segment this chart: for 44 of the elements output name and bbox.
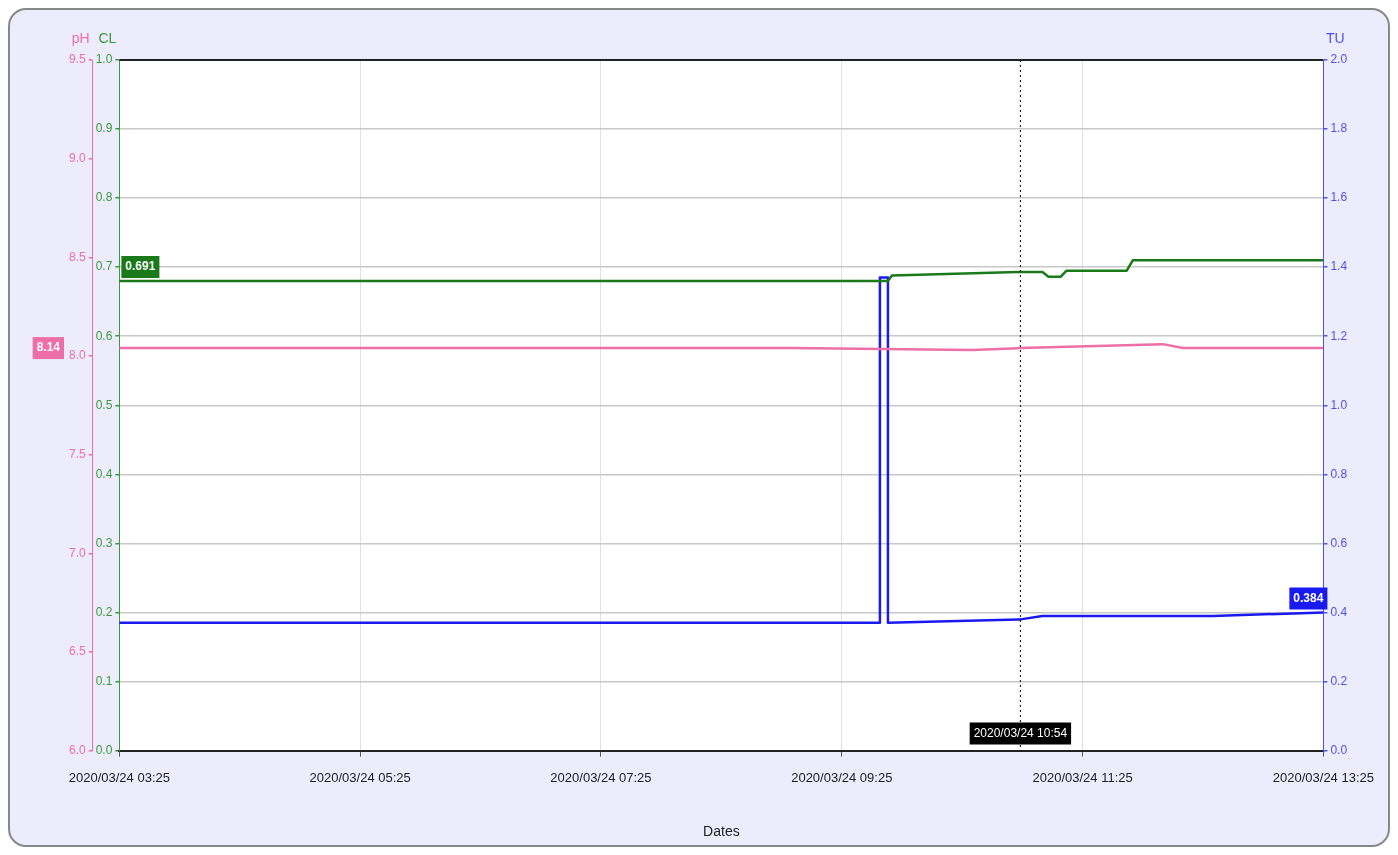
y2-tick-label: 7.5	[68, 446, 86, 461]
ref-line-label: 2020/03/24 10:54	[973, 725, 1068, 740]
y-tick-label: 0.4	[95, 466, 113, 481]
y2-tick-label: 6.5	[68, 644, 86, 659]
y3-tick-label: 1.8	[1330, 121, 1348, 136]
y2-tick-label: 7.0	[68, 545, 86, 560]
y3-tick-label: 1.4	[1330, 259, 1348, 274]
y2-axis-title: pH	[71, 29, 90, 46]
y2-tick-label: 8.5	[68, 249, 86, 264]
y2-tick-label: 8.0	[68, 348, 86, 363]
x-tick-label: 2020/03/24 11:25	[1032, 769, 1133, 785]
y-tick-label: 0.8	[95, 190, 113, 205]
x-tick-label: 2020/03/24 13:25	[1272, 769, 1375, 785]
y3-tick-label: 0.8	[1330, 466, 1348, 481]
y2-tick-label: 9.5	[68, 52, 86, 67]
y3-tick-label: 1.0	[1330, 397, 1348, 412]
y3-tick-label: 0.4	[1330, 604, 1348, 619]
y2-tick-label: 9.0	[68, 150, 86, 165]
x-tick-label: 2020/03/24 05:25	[309, 769, 411, 785]
y3-tick-label: 0.2	[1330, 673, 1348, 688]
y-tick-label: 0.0	[95, 742, 113, 757]
text: 8.14	[36, 340, 61, 355]
y-tick-label: 0.7	[95, 259, 113, 274]
y3-tick-label: 1.6	[1330, 190, 1348, 205]
x-tick-label: 2020/03/24 03:25	[68, 769, 170, 785]
y-tick-label: 0.3	[95, 535, 113, 550]
y-tick-label: 1.0	[95, 52, 113, 67]
y3-tick-label: 0.6	[1330, 535, 1348, 550]
y3-tick-label: 0.0	[1330, 742, 1348, 757]
y-tick-label: 0.9	[95, 121, 113, 136]
annotation: 0.691	[125, 259, 156, 274]
x-tick-label: 2020/03/24 07:25	[550, 769, 652, 785]
y-axis-title: CL	[98, 29, 117, 46]
y3-tick-label: 1.2	[1330, 328, 1348, 343]
y-tick-label: 0.5	[95, 397, 113, 412]
x-tick-label: 2020/03/24 09:25	[791, 769, 893, 785]
y3-tick-label: 2.0	[1330, 52, 1348, 67]
y2-tick-label: 6.0	[68, 742, 86, 757]
y-tick-label: 0.1	[95, 673, 113, 688]
x-axis-title: Dates	[703, 823, 740, 840]
y-tick-label: 0.2	[95, 604, 113, 619]
y-tick-label: 0.6	[95, 328, 113, 343]
y3-axis-title: TU	[1326, 29, 1345, 46]
annotation: 0.384	[1293, 590, 1324, 605]
